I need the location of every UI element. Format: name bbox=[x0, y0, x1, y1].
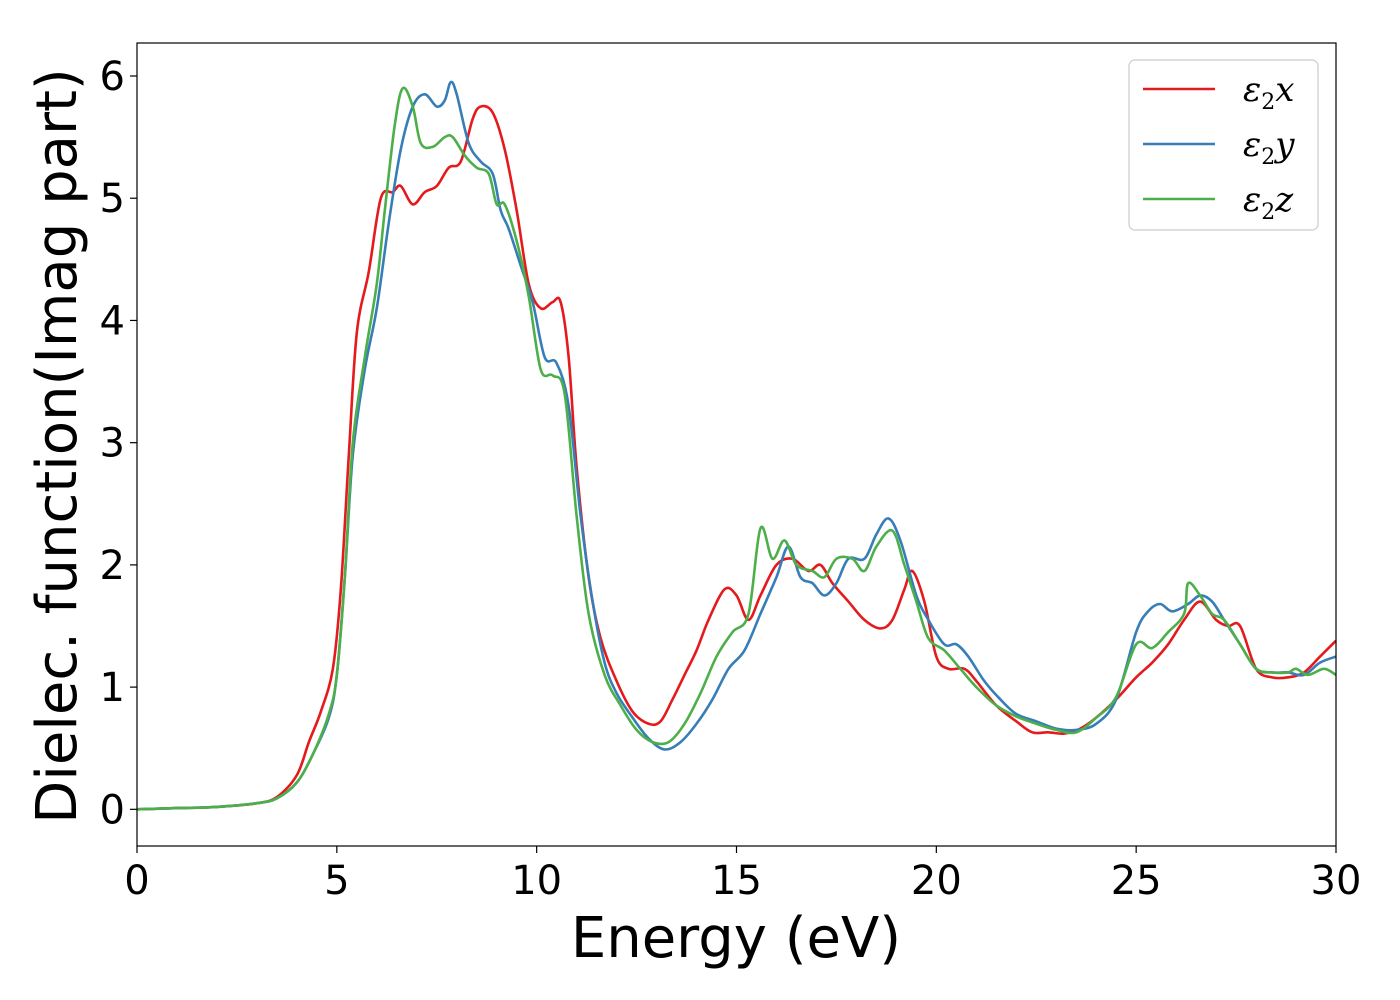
series-lines bbox=[136, 80, 1337, 811]
y-axis-label: Dielec. function(Imag part) bbox=[25, 68, 90, 824]
legend-items: ε2x ε2y ε2z bbox=[1143, 70, 1295, 225]
series-line-z bbox=[136, 86, 1337, 811]
x-tick-label: 15 bbox=[711, 858, 762, 904]
legend-label-y: ε2y bbox=[1243, 125, 1295, 170]
y-tick-label: 2 bbox=[100, 543, 125, 589]
y-tick-label: 6 bbox=[100, 54, 125, 100]
legend: ε2x ε2y ε2z bbox=[1128, 59, 1319, 231]
x-tick-label: 5 bbox=[324, 858, 349, 904]
y-tick-label: 0 bbox=[100, 787, 125, 833]
x-tick-label: 30 bbox=[1311, 858, 1362, 904]
x-tick-label: 0 bbox=[124, 858, 149, 904]
x-tick-label: 20 bbox=[911, 858, 962, 904]
series-line-y bbox=[136, 80, 1337, 811]
legend-label-x: ε2x bbox=[1243, 70, 1294, 115]
legend-box bbox=[1128, 59, 1319, 231]
y-tick-label: 4 bbox=[100, 298, 125, 344]
x-axis-ticks: 0 5 10 15 20 25 30 bbox=[124, 846, 1361, 904]
y-tick-label: 5 bbox=[100, 176, 125, 222]
x-axis-label: Energy (eV) bbox=[571, 906, 901, 971]
y-tick-label: 3 bbox=[100, 421, 125, 467]
y-tick-label: 1 bbox=[100, 665, 125, 711]
legend-label-z: ε2z bbox=[1243, 180, 1294, 225]
x-tick-label: 10 bbox=[511, 858, 562, 904]
y-axis-ticks: 0 1 2 3 4 5 6 bbox=[100, 54, 137, 833]
x-tick-label: 25 bbox=[1111, 858, 1162, 904]
